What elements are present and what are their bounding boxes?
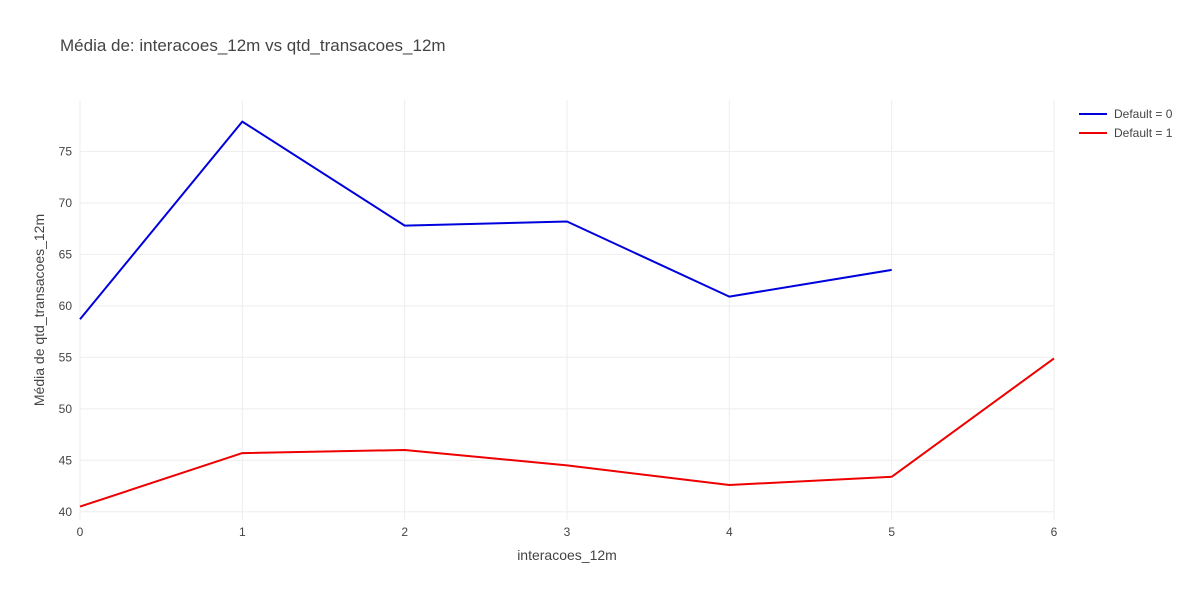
x-tick-label: 1: [239, 525, 246, 539]
y-tick-label: 50: [59, 402, 73, 416]
legend-label-1: Default = 1: [1114, 126, 1173, 140]
y-tick-label: 55: [59, 350, 73, 364]
x-tick-label: 2: [401, 525, 408, 539]
x-tick-label: 3: [564, 525, 571, 539]
x-tick-label: 0: [77, 525, 84, 539]
x-axis-ticks: 0 1 2 3 4 5 6: [77, 525, 1058, 539]
y-tick-label: 40: [59, 505, 73, 519]
y-axis-ticks: 40 45 50 55 60 65 70 75: [59, 144, 73, 518]
x-tick-label: 5: [888, 525, 895, 539]
series-line-0: [79, 120, 892, 320]
y-tick-label: 65: [59, 247, 73, 261]
legend-label-0: Default = 0: [1114, 107, 1173, 121]
chart-title: Média de: interacoes_12m vs qtd_transaco…: [60, 36, 446, 55]
grid: [79, 100, 1055, 520]
series-line-1: [79, 357, 1055, 508]
x-tick-label: 4: [726, 525, 733, 539]
y-axis-label: Média de qtd_transacoes_12m: [31, 214, 47, 406]
series-lines: [79, 120, 1055, 508]
y-tick-label: 45: [59, 453, 73, 467]
y-tick-label: 60: [59, 299, 73, 313]
x-axis-label: interacoes_12m: [517, 547, 617, 563]
y-tick-label: 70: [59, 196, 73, 210]
y-tick-label: 75: [59, 144, 73, 158]
x-tick-label: 6: [1051, 525, 1058, 539]
legend: Default = 0 Default = 1: [1079, 107, 1173, 140]
